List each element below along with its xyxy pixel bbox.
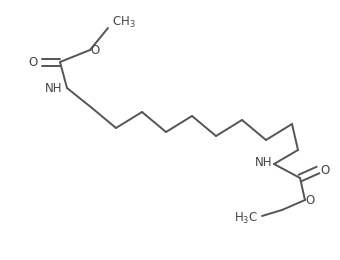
Text: CH$_3$: CH$_3$ (112, 15, 136, 30)
Text: O: O (320, 164, 329, 177)
Text: H$_3$C: H$_3$C (234, 210, 258, 225)
Text: O: O (305, 193, 314, 206)
Text: O: O (90, 43, 99, 56)
Text: NH: NH (45, 81, 62, 94)
Text: NH: NH (255, 155, 272, 168)
Text: O: O (29, 55, 38, 68)
